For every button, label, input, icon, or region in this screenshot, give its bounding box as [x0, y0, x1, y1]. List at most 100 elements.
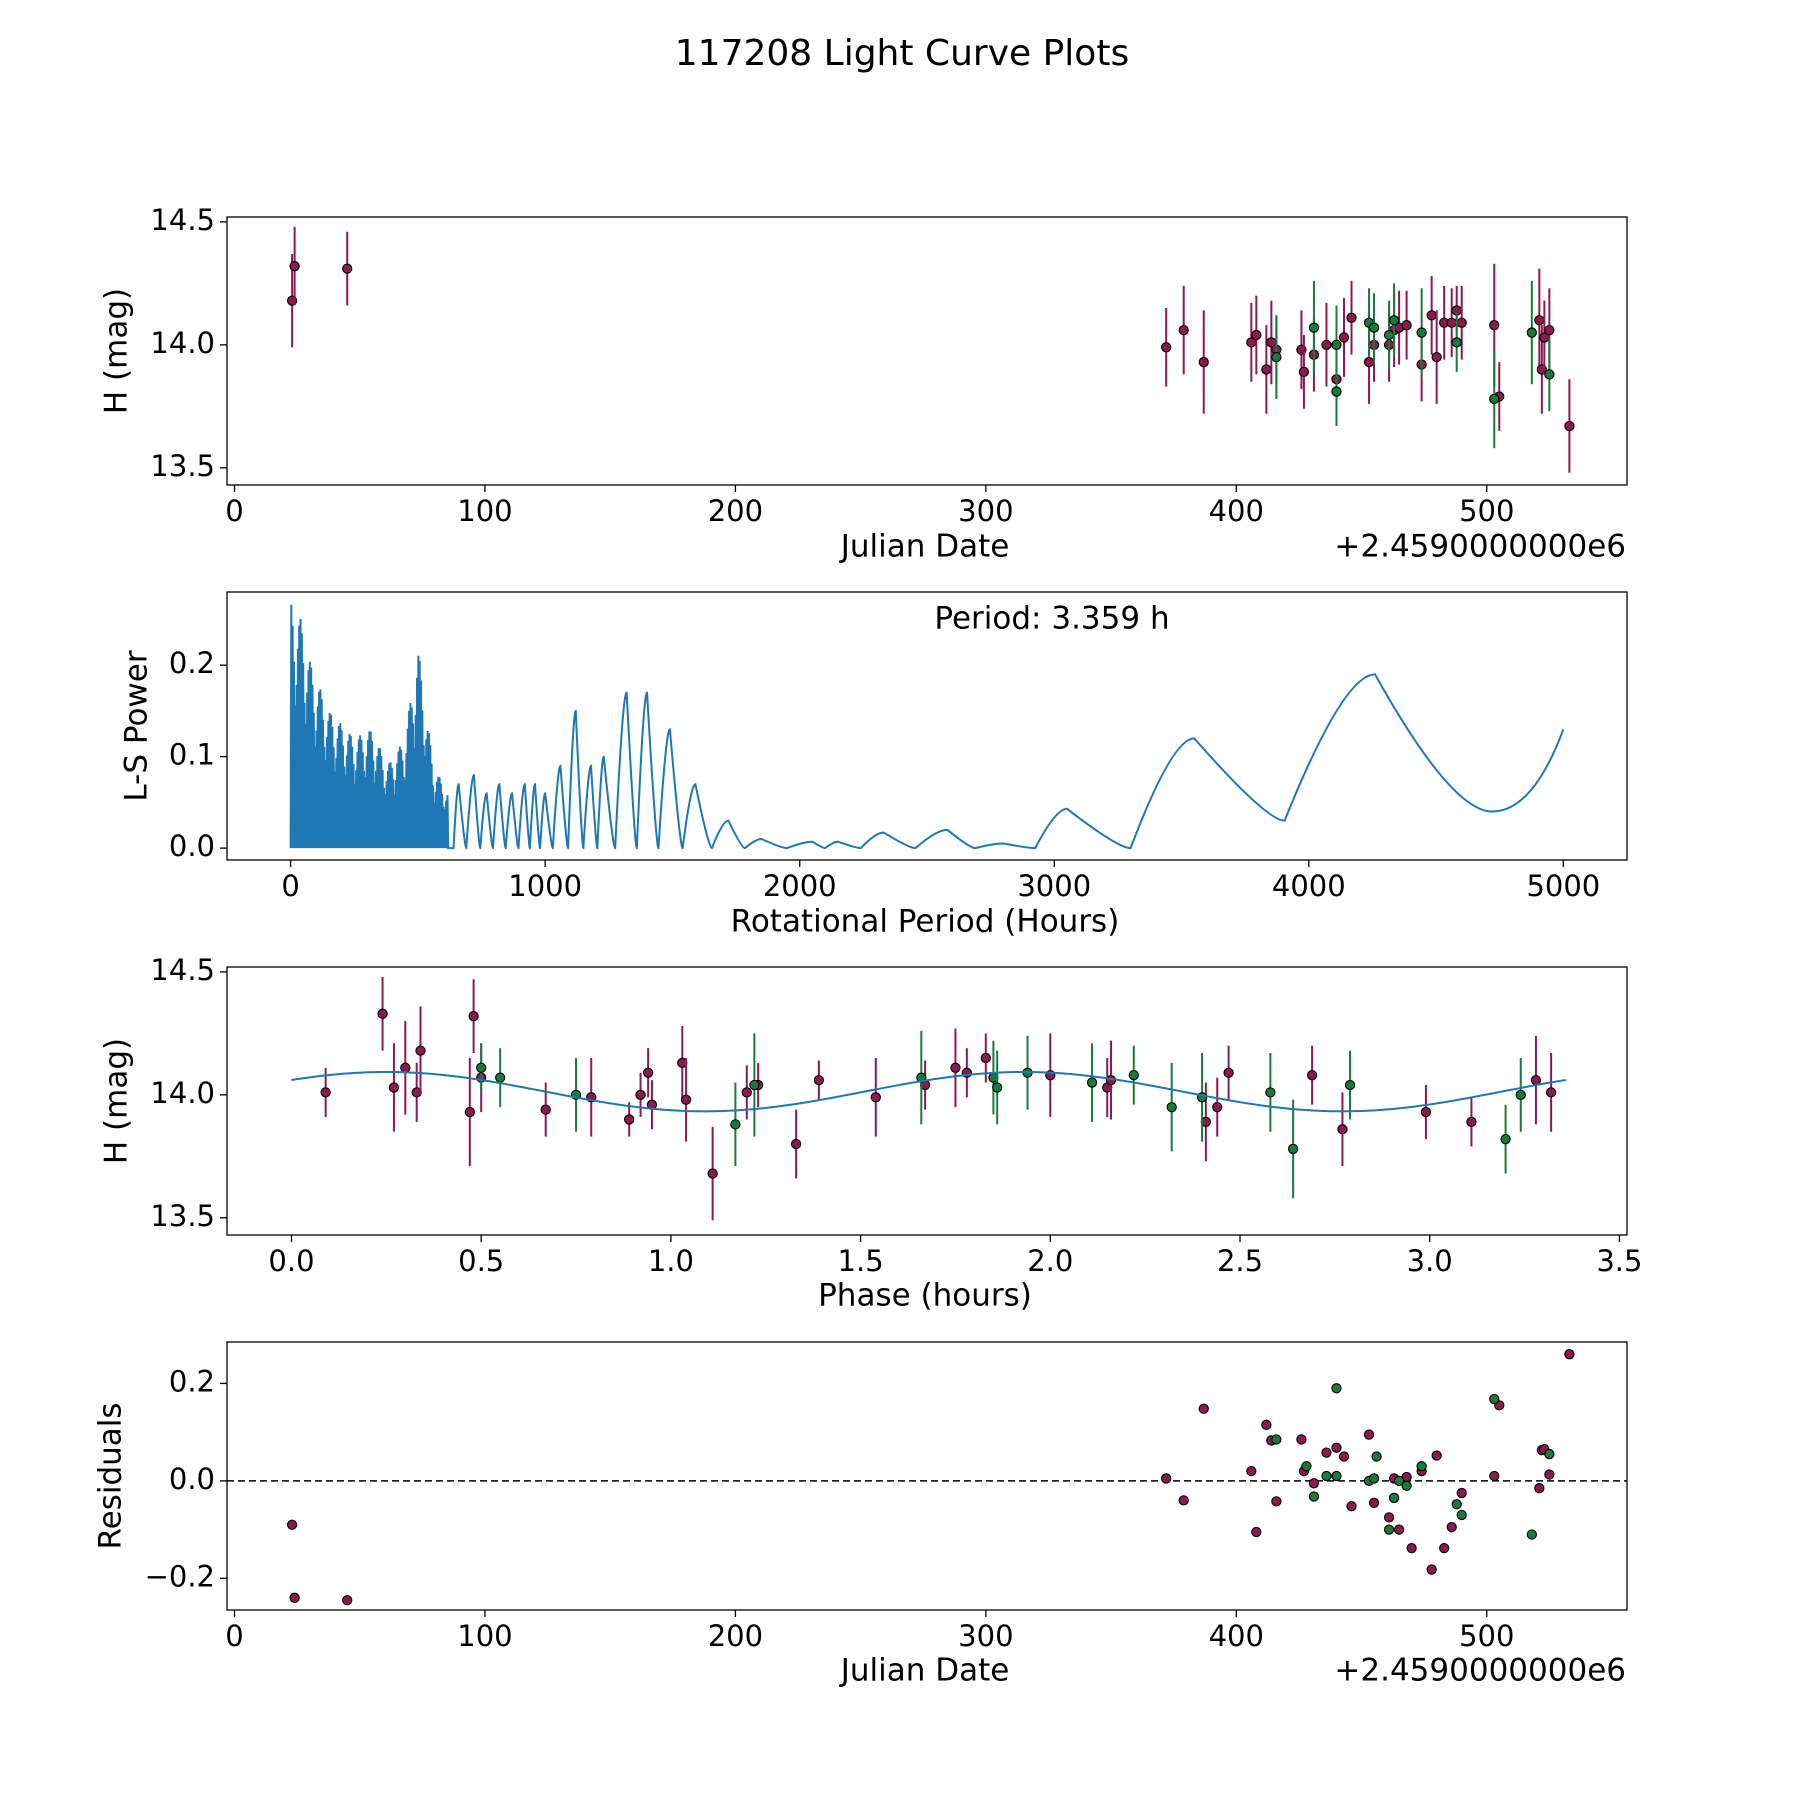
- phased-point: [1265, 1087, 1276, 1098]
- phased-point: [707, 1168, 718, 1179]
- lightcurve-point: [1451, 337, 1462, 348]
- residuals-point: [1331, 1470, 1342, 1482]
- phased-point: [320, 1087, 331, 1098]
- lightcurve-ytick-label: 14.5: [150, 203, 215, 237]
- phased-point: [980, 1052, 991, 1064]
- phased-point: [870, 1092, 881, 1103]
- periodogram-xtick-label: 1000: [508, 869, 582, 903]
- phased-point: [415, 1045, 426, 1056]
- periodogram-xtick-label: 2000: [763, 869, 837, 903]
- phased-point: [1466, 1116, 1477, 1128]
- residuals-point: [1271, 1434, 1282, 1445]
- residuals-point: [1346, 1501, 1357, 1512]
- phased-point: [1166, 1101, 1177, 1113]
- phased-point: [400, 1062, 411, 1073]
- lightcurve-point: [1416, 327, 1427, 338]
- phased-point: [813, 1074, 825, 1086]
- residuals-point: [1456, 1487, 1467, 1499]
- lightcurve-ytick-label: 13.5: [150, 449, 215, 483]
- periodogram-xtick-label: 5000: [1526, 869, 1600, 903]
- phased-point: [476, 1062, 487, 1073]
- lightcurve-point: [1431, 351, 1442, 363]
- residuals-point: [1383, 1512, 1395, 1523]
- phased-ylabel: H (mag): [99, 1038, 135, 1164]
- phased-xtick-label: 2.5: [1217, 1244, 1263, 1278]
- lightcurve-point: [1161, 342, 1172, 353]
- phased-point: [741, 1087, 752, 1098]
- lightcurve-xtick-label: 100: [457, 494, 512, 528]
- phased-point: [1420, 1106, 1432, 1118]
- residuals-point: [1321, 1470, 1332, 1482]
- phased-point: [540, 1104, 551, 1115]
- phased-ytick-label: 14.0: [150, 1076, 215, 1110]
- lightcurve-point: [1271, 351, 1282, 363]
- residuals-xtick-label: 100: [457, 1619, 512, 1653]
- lightcurve-point: [1564, 420, 1575, 432]
- residuals-offset-label: +2.4590000000e6: [1334, 1653, 1626, 1689]
- lightcurve-point: [1363, 356, 1375, 368]
- lightcurve-point: [1321, 339, 1332, 351]
- residuals-point: [1321, 1447, 1332, 1458]
- residuals-point: [1526, 1529, 1537, 1540]
- phased-fit-line: [291, 1070, 1567, 1113]
- residuals-point: [1261, 1419, 1272, 1430]
- lightcurve-point: [342, 263, 353, 274]
- lightcurve-point: [1426, 310, 1437, 321]
- period-annotation: Period: 3.359 h: [934, 601, 1169, 637]
- residuals-point: [1198, 1403, 1209, 1414]
- lightcurve-point: [1489, 320, 1500, 331]
- residuals-xtick-label: 500: [1459, 1619, 1514, 1653]
- residuals-point: [1308, 1478, 1320, 1489]
- lightcurve-xtick-label: 400: [1209, 494, 1264, 528]
- residuals-ytick-label: 0.2: [169, 1364, 215, 1398]
- residuals-ylabel: Residuals: [93, 1402, 129, 1549]
- phased-point: [495, 1072, 506, 1083]
- periodogram-xlabel: Rotational Period (Hours): [731, 904, 1120, 940]
- periodogram-ytick-label: 0.0: [169, 829, 215, 863]
- residuals-xtick-label: 200: [708, 1619, 763, 1653]
- lightcurve-xtick-label: 300: [958, 494, 1013, 528]
- lightcurve-point: [1198, 356, 1209, 368]
- lightcurve-point: [1368, 322, 1380, 333]
- phased-point: [468, 1011, 479, 1022]
- residuals-point: [1393, 1524, 1405, 1535]
- periodogram-panel: Rotational Period (Hours) L-S Power Peri…: [119, 591, 1628, 940]
- lightcurve-point: [289, 261, 300, 272]
- phased-xtick-label: 0.0: [268, 1244, 314, 1278]
- lightcurve-point: [1526, 327, 1537, 338]
- lightcurve-point: [1346, 312, 1357, 323]
- residuals-xlabel: Julian Date: [839, 1653, 1010, 1689]
- phased-point: [1530, 1074, 1542, 1086]
- phased-point: [1344, 1079, 1356, 1091]
- residuals-point: [1406, 1542, 1417, 1554]
- residuals-point: [1363, 1429, 1375, 1440]
- phased-ytick-label: 14.5: [150, 953, 215, 987]
- phased-xtick-label: 1.0: [648, 1244, 694, 1278]
- phased-panel: Phase (hours) H (mag) 0.0 0.5 1.0 1.5 2.0 2.5…: [99, 953, 1643, 1314]
- lightcurve-ylabel: H (mag): [99, 288, 135, 414]
- residuals-point: [1383, 1524, 1395, 1535]
- lightcurve-point: [1298, 366, 1310, 378]
- residuals-point: [1393, 1475, 1405, 1487]
- residuals-point: [1161, 1473, 1172, 1484]
- lightcurve-point: [1338, 332, 1350, 343]
- periodogram-xtick-label: 3000: [1017, 869, 1091, 903]
- residuals-point: [1301, 1461, 1312, 1472]
- phased-frame: [226, 966, 1628, 1236]
- residuals-point: [1178, 1495, 1189, 1506]
- lightcurve-point: [1178, 324, 1189, 336]
- periodogram-ytick-label: 0.1: [169, 738, 215, 772]
- phased-point: [624, 1114, 635, 1125]
- residuals-point: [1446, 1522, 1457, 1533]
- phased-point: [1212, 1101, 1223, 1113]
- phased-point: [1500, 1133, 1511, 1145]
- residuals-point: [1489, 1393, 1500, 1405]
- residuals-point: [1431, 1450, 1442, 1461]
- residuals-point: [289, 1592, 300, 1603]
- residuals-point: [1534, 1483, 1545, 1494]
- residuals-point: [1368, 1497, 1380, 1508]
- residuals-point: [1564, 1349, 1575, 1360]
- residuals-point: [1489, 1470, 1500, 1482]
- residuals-point: [1544, 1448, 1555, 1460]
- phased-point: [464, 1106, 475, 1118]
